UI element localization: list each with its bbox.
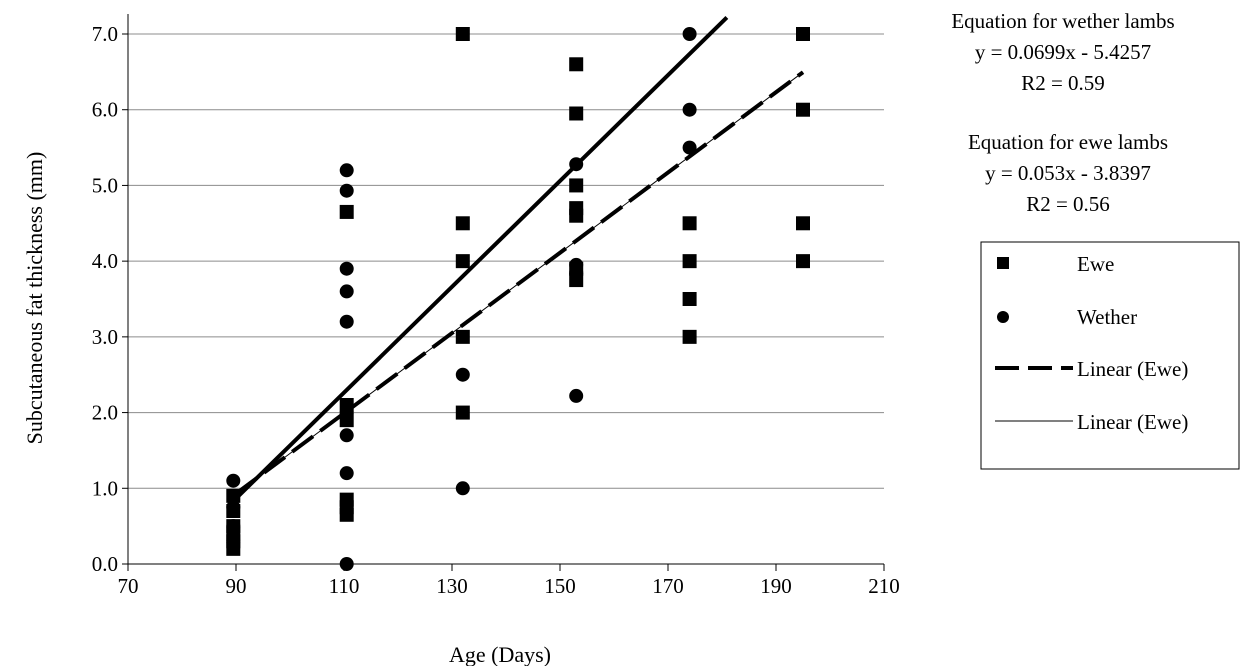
- x-tick-label: 190: [760, 574, 792, 598]
- x-axis-title: Age (Days): [449, 642, 551, 666]
- ewe-point: [682, 329, 697, 344]
- y-tick-label: 1.0: [92, 476, 118, 500]
- ewe-equation-formula: y = 0.053x - 3.8397: [985, 161, 1151, 185]
- wether-point: [226, 500, 241, 515]
- ewe-point: [569, 178, 584, 193]
- wether-point: [455, 481, 470, 496]
- wether-point: [455, 367, 470, 382]
- ewe-point: [682, 216, 697, 231]
- ewe-point: [682, 254, 697, 269]
- ewe-point: [339, 492, 354, 507]
- legend-label-linear-ewe-thin: Linear (Ewe): [1077, 410, 1188, 434]
- y-axis-ticks: 0.0 1.0 2.0 3.0 4.0 5.0 6.0 7.0: [92, 22, 128, 576]
- wether-equation-annotation: Equation for wether lambs y = 0.0699x - …: [951, 9, 1174, 95]
- ewe-point: [455, 27, 470, 41]
- legend-wether-circle-icon: [997, 311, 1009, 323]
- wether-point: [226, 519, 241, 534]
- wether-equation-title: Equation for wether lambs: [951, 9, 1174, 33]
- wether-point: [339, 314, 354, 329]
- gridlines: [128, 33, 884, 489]
- ewe-point: [455, 329, 470, 344]
- x-tick-label: 110: [329, 574, 360, 598]
- x-tick-label: 90: [226, 574, 247, 598]
- y-axis-title: Subcutaneous fat thickness (mm): [22, 152, 47, 445]
- ewe-point: [569, 201, 584, 216]
- ewe-point: [455, 254, 470, 269]
- trendline-thin: [235, 71, 804, 494]
- x-tick-label: 170: [652, 574, 684, 598]
- y-tick-label: 5.0: [92, 173, 118, 197]
- ewe-point: [455, 216, 470, 231]
- trendline-solid-thick: [234, 15, 729, 500]
- wether-point: [569, 257, 584, 272]
- ewe-point: [569, 57, 584, 72]
- x-tick-label: 130: [436, 574, 468, 598]
- ewe-point: [455, 405, 470, 420]
- ewe-point: [796, 102, 810, 117]
- wether-point: [339, 261, 354, 276]
- wether-point: [226, 473, 241, 488]
- x-axis-ticks: 70 90 110 130 150 170 190 210: [118, 564, 900, 598]
- ewe-equation-title: Equation for ewe lambs: [968, 130, 1168, 154]
- x-tick-label: 70: [118, 574, 139, 598]
- ewe-point: [226, 488, 241, 503]
- legend-ewe-square-icon: [997, 257, 1009, 269]
- wether-point: [339, 557, 354, 571]
- y-tick-label: 6.0: [92, 98, 118, 122]
- ewe-point: [339, 204, 354, 219]
- data-points: [226, 27, 810, 571]
- y-tick-label: 3.0: [92, 325, 118, 349]
- x-tick-label: 150: [544, 574, 576, 598]
- legend-label-wether: Wether: [1077, 305, 1137, 329]
- wether-point: [569, 388, 584, 403]
- ewe-equation-annotation: Equation for ewe lambs y = 0.053x - 3.83…: [968, 130, 1168, 216]
- wether-point: [339, 284, 354, 299]
- ewe-point: [682, 292, 697, 306]
- ewe-point: [796, 254, 810, 269]
- y-tick-label: 4.0: [92, 249, 118, 273]
- legend: Ewe Wether Linear (Ewe) Linear (Ewe): [980, 241, 1240, 470]
- wether-point: [682, 102, 697, 117]
- y-tick-label: 7.0: [92, 22, 118, 46]
- axes: [127, 14, 884, 565]
- wether-point: [339, 405, 354, 420]
- ewe-point: [796, 27, 810, 41]
- ewe-point: [569, 106, 584, 121]
- wether-point: [339, 466, 354, 481]
- ewe-equation-r2: R2 = 0.56: [1026, 192, 1110, 216]
- wether-equation-r2: R2 = 0.59: [1021, 71, 1105, 95]
- wether-point: [226, 534, 241, 549]
- wether-equation-formula: y = 0.0699x - 5.4257: [975, 40, 1151, 64]
- wether-point: [682, 27, 697, 41]
- legend-box: [980, 241, 1240, 470]
- y-tick-label: 2.0: [92, 401, 118, 425]
- wether-point: [339, 163, 354, 178]
- legend-label-ewe: Ewe: [1077, 252, 1114, 276]
- wether-point: [682, 140, 697, 155]
- y-tick-label: 0.0: [92, 552, 118, 576]
- wether-point: [569, 157, 584, 172]
- wether-point: [339, 428, 354, 443]
- x-tick-label: 210: [868, 574, 900, 598]
- ewe-point: [796, 216, 810, 231]
- trendlines: [234, 15, 805, 500]
- legend-label-linear-ewe-dashed: Linear (Ewe): [1077, 357, 1188, 381]
- wether-point: [339, 183, 354, 198]
